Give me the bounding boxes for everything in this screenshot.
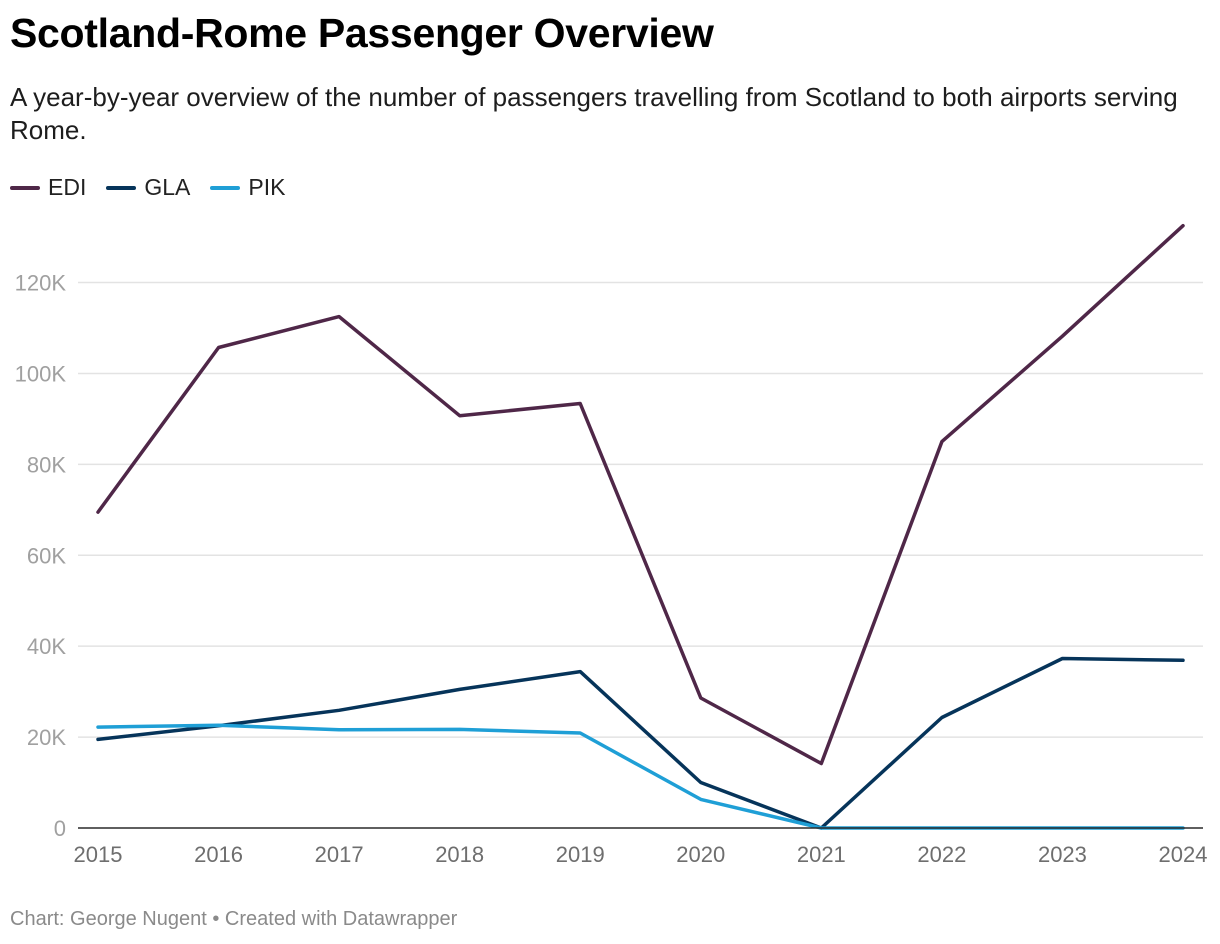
legend-swatch-edi	[10, 185, 40, 190]
series-lines	[78, 223, 1203, 830]
y-tick-label: 20K	[27, 725, 66, 750]
x-tick-label: 2021	[797, 842, 846, 867]
gridlines	[78, 281, 1203, 738]
series-line-gla	[96, 656, 1185, 830]
x-tick-label: 2016	[194, 842, 243, 867]
x-tick-label: 2020	[676, 842, 725, 867]
series-line-edi	[96, 223, 1185, 766]
legend: EDI GLA PIK	[10, 174, 305, 201]
x-tick-label: 2017	[315, 842, 364, 867]
x-tick-label: 2015	[74, 842, 123, 867]
legend-label-edi: EDI	[48, 174, 87, 200]
legend-item-gla: GLA	[106, 174, 190, 201]
y-axis-ticks: 0 20K 40K 60K 80K 100K 120K	[15, 271, 67, 841]
chart-footer: Chart: George Nugent • Created with Data…	[10, 908, 457, 931]
x-tick-label: 2022	[917, 842, 966, 867]
x-tick-label: 2019	[556, 842, 605, 867]
x-axis-ticks: 2015 2016 2017 2018 2019 2020 2021 2022 2023 2024	[74, 842, 1208, 867]
x-tick-label: 2023	[1038, 842, 1087, 867]
legend-swatch-gla	[106, 185, 137, 190]
y-tick-label: 80K	[27, 452, 66, 477]
y-tick-label: 100K	[15, 361, 67, 386]
legend-label-gla: GLA	[144, 174, 191, 200]
footer-tool: Created with Datawrapper	[224, 908, 458, 930]
footer-separator: •	[212, 908, 220, 930]
chart-title: Scotland-Rome Passenger Overview	[10, 10, 714, 56]
x-tick-label: 2018	[435, 842, 484, 867]
x-tick-label: 2024	[1159, 842, 1208, 867]
y-tick-label: 60K	[27, 543, 66, 568]
legend-swatch-pik	[210, 185, 241, 190]
legend-item-pik: PIK	[210, 174, 285, 201]
legend-item-edi: EDI	[10, 174, 86, 201]
chart-subtitle: A year-by-year overview of the number of…	[10, 82, 1178, 145]
series-line-pik	[96, 723, 1185, 830]
legend-label-pik: PIK	[248, 174, 286, 200]
footer-credit: Chart: George Nugent	[10, 908, 207, 930]
y-tick-label: 40K	[27, 634, 66, 659]
y-tick-label: 0	[54, 816, 66, 841]
y-tick-label: 120K	[15, 271, 67, 296]
